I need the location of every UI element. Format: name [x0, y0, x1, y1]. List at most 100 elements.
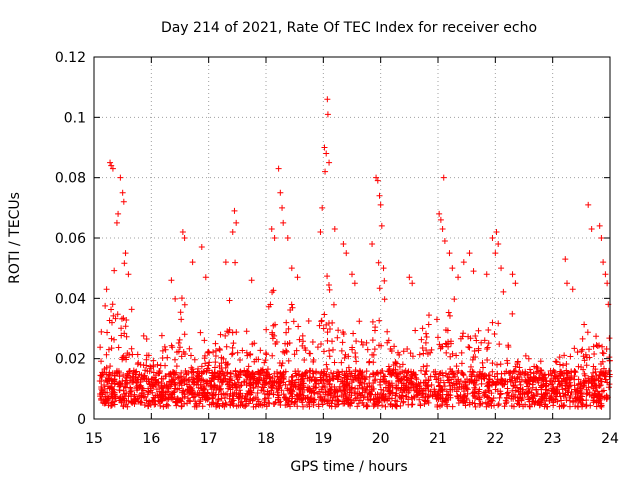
- data-point: [298, 376, 305, 383]
- data-point: [169, 344, 176, 351]
- data-point: [585, 201, 592, 208]
- data-point: [385, 380, 392, 387]
- data-point: [162, 391, 169, 398]
- y-tick-label: 0.06: [55, 231, 86, 247]
- data-point: [453, 381, 460, 388]
- data-point: [116, 379, 123, 386]
- data-point: [223, 343, 230, 350]
- data-point: [251, 340, 258, 347]
- data-point: [396, 393, 403, 400]
- data-point: [572, 369, 579, 376]
- chart-title: Day 214 of 2021, Rate Of TEC Index for r…: [161, 20, 537, 36]
- data-point: [376, 317, 383, 324]
- data-point: [372, 401, 379, 408]
- data-point: [147, 385, 154, 392]
- data-point: [395, 375, 402, 382]
- data-point: [422, 371, 429, 378]
- data-point: [363, 339, 370, 346]
- data-point: [591, 376, 598, 383]
- data-point: [108, 335, 115, 342]
- data-point: [193, 381, 200, 388]
- data-point: [495, 400, 502, 407]
- data-point: [109, 301, 116, 308]
- data-point: [158, 383, 165, 390]
- data-point: [372, 376, 379, 383]
- data-point: [384, 328, 391, 335]
- data-point: [470, 354, 477, 361]
- data-point: [355, 375, 362, 382]
- data-point: [581, 357, 588, 364]
- data-point: [285, 325, 292, 332]
- data-point: [525, 376, 532, 383]
- data-point: [476, 386, 483, 393]
- data-point: [405, 389, 412, 396]
- data-point: [288, 374, 295, 381]
- data-point: [385, 368, 392, 375]
- data-point: [363, 368, 370, 375]
- data-point: [124, 350, 131, 357]
- data-point: [425, 399, 432, 406]
- data-point: [200, 385, 207, 392]
- data-point: [222, 259, 229, 266]
- data-point: [382, 392, 389, 399]
- data-point: [494, 361, 501, 368]
- data-point: [172, 295, 179, 302]
- data-point: [390, 361, 397, 368]
- data-point: [591, 350, 598, 357]
- data-point: [119, 189, 126, 196]
- data-point: [500, 288, 507, 295]
- data-point: [563, 383, 570, 390]
- y-axis-label: ROTI / TECUs: [7, 192, 23, 284]
- data-point: [122, 323, 129, 330]
- data-point: [201, 355, 208, 362]
- data-point: [247, 382, 254, 389]
- data-point: [262, 381, 269, 388]
- data-point: [398, 389, 405, 396]
- data-point: [314, 344, 321, 351]
- data-point: [319, 204, 326, 211]
- y-tick-label: 0.1: [64, 110, 86, 126]
- data-point: [303, 368, 310, 375]
- data-point: [599, 349, 606, 356]
- data-point: [108, 376, 115, 383]
- data-point: [234, 349, 241, 356]
- data-point: [458, 349, 465, 356]
- data-point: [229, 390, 236, 397]
- data-point: [515, 388, 522, 395]
- data-point: [583, 403, 590, 410]
- data-point: [519, 386, 526, 393]
- data-point: [473, 337, 480, 344]
- data-point: [575, 363, 582, 370]
- data-point: [470, 268, 477, 275]
- data-point: [543, 403, 550, 410]
- data-point: [584, 329, 591, 336]
- y-tick-label: 0.04: [55, 291, 86, 307]
- data-point: [118, 332, 125, 339]
- data-point: [600, 365, 607, 372]
- data-point: [328, 369, 335, 376]
- data-point: [97, 393, 104, 400]
- data-point: [121, 260, 128, 267]
- data-point: [460, 371, 467, 378]
- data-point: [362, 376, 369, 383]
- data-point: [498, 265, 505, 272]
- data-point: [175, 348, 182, 355]
- data-point: [476, 373, 483, 380]
- data-point: [341, 400, 348, 407]
- data-point: [400, 398, 407, 405]
- data-point: [345, 364, 352, 371]
- data-point: [484, 356, 491, 363]
- data-point: [512, 363, 519, 370]
- data-point: [329, 319, 336, 326]
- data-point: [195, 373, 202, 380]
- data-point: [457, 378, 464, 385]
- data-point: [304, 384, 311, 391]
- data-point: [388, 371, 395, 378]
- data-point: [310, 402, 317, 409]
- data-point: [154, 361, 161, 368]
- data-point: [255, 380, 262, 387]
- data-point: [141, 401, 148, 408]
- data-point: [376, 192, 383, 199]
- data-point: [596, 372, 603, 379]
- data-point: [525, 371, 532, 378]
